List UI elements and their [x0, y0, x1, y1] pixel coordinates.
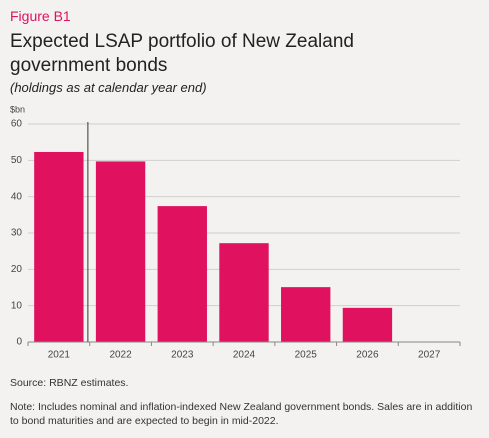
y-tick-label: 0	[16, 337, 22, 348]
y-axis-label: $bn	[10, 104, 25, 114]
chart-title: Expected LSAP portfolio of New Zealand g…	[10, 31, 354, 76]
x-tick-label: 2025	[295, 350, 318, 361]
bar	[342, 307, 393, 342]
x-tick-label: 2026	[356, 350, 379, 361]
x-tick-label: 2027	[418, 350, 441, 361]
note: Note: Includes nominal and inflation-ind…	[10, 401, 473, 427]
x-tick-label: 2023	[171, 350, 194, 361]
bar	[219, 243, 269, 342]
figure-label: Figure B1	[10, 8, 71, 24]
source: Source: RBNZ estimates.	[10, 377, 129, 389]
bar	[95, 161, 146, 342]
x-tick-label: 2024	[233, 350, 256, 361]
x-tick-label: 2021	[48, 350, 71, 361]
y-tick-label: 50	[11, 155, 23, 166]
bar	[281, 287, 331, 342]
y-tick-label: 60	[11, 119, 23, 130]
y-tick-label: 30	[11, 228, 23, 239]
y-tick-label: 20	[11, 264, 23, 275]
bar	[34, 151, 84, 342]
y-tick-label: 40	[11, 191, 23, 202]
chart: $bn 0 10 20 30 40 50 60 2021 2022 2023 2024 2025 202…	[10, 104, 461, 361]
bar	[157, 206, 207, 342]
chart-subtitle: (holdings as at calendar year end)	[10, 80, 207, 95]
x-tick-label: 2022	[109, 350, 132, 361]
y-tick-label: 10	[11, 300, 23, 311]
